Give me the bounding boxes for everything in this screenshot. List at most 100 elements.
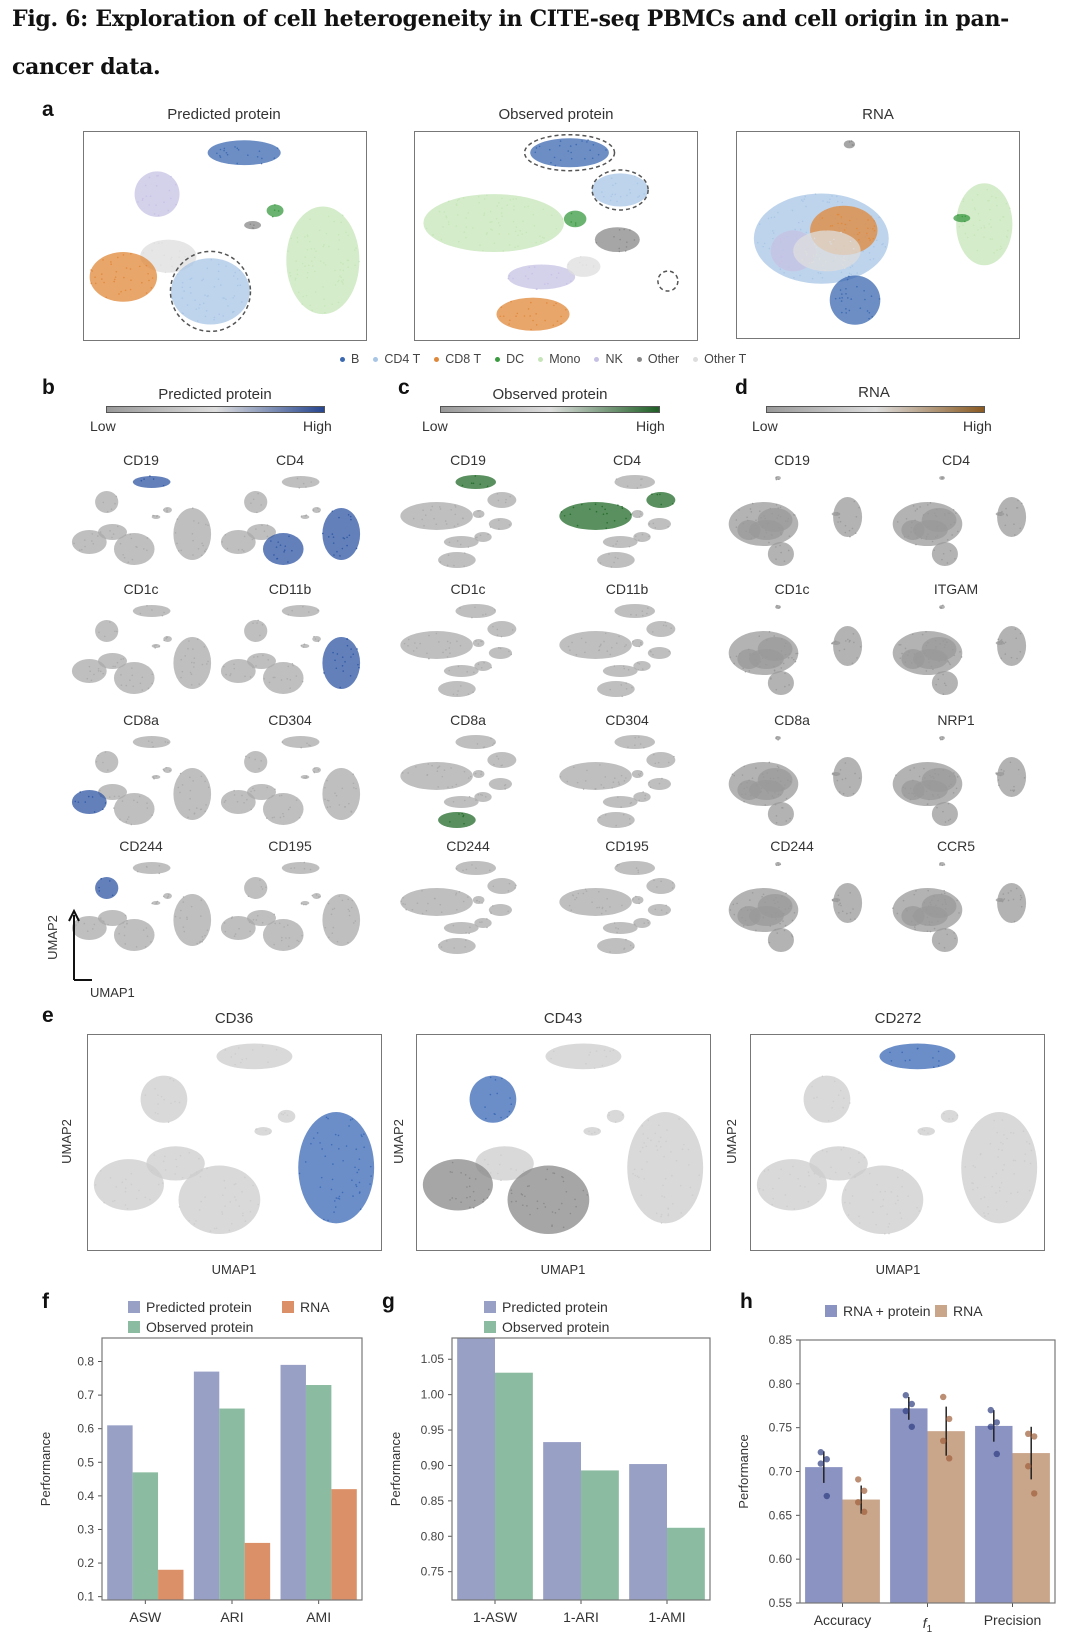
umap-point (551, 1211, 554, 1213)
umap-point (458, 813, 460, 815)
umap-point (348, 1125, 350, 1127)
umap-point (194, 299, 196, 301)
umap-point (291, 663, 294, 665)
umap-point (646, 1161, 648, 1163)
umap-point (496, 628, 499, 631)
umap-point (180, 676, 182, 679)
umap-point (844, 531, 847, 534)
umap-point (496, 634, 499, 637)
umap-point (139, 612, 142, 615)
umap-point (944, 821, 947, 823)
umap-point (478, 201, 480, 204)
umap-point (609, 1050, 611, 1052)
umap-cluster-othert (474, 532, 492, 542)
umap-point (778, 265, 781, 268)
umap-point (512, 277, 514, 280)
umap-point (641, 668, 644, 670)
umap-point (643, 922, 646, 924)
umap-point (139, 682, 142, 685)
umap-cluster-b (455, 604, 497, 618)
umap-point (1026, 1140, 1028, 1143)
umap-point (632, 640, 634, 643)
umap-cluster-b (281, 605, 320, 617)
umap-point (248, 756, 251, 759)
umap-point (109, 1177, 112, 1179)
umap-point (349, 675, 352, 677)
umap-point (947, 819, 950, 822)
umap-point (849, 219, 851, 222)
legend-label: NK (605, 352, 623, 366)
umap-point (467, 896, 469, 898)
umap-cluster-b (614, 735, 656, 749)
umap-point (876, 1183, 878, 1186)
mini-umap-b-cd8a (71, 736, 212, 826)
umap-point (838, 791, 841, 793)
umap-point (493, 242, 496, 245)
umap-point (256, 155, 259, 158)
umap-point (834, 640, 837, 642)
umap-point (477, 663, 480, 666)
legend-swatch (825, 1305, 837, 1317)
umap-point (934, 514, 937, 517)
umap-point (324, 798, 326, 801)
umap-point (618, 783, 621, 785)
umap-point (781, 807, 784, 809)
umap-point (357, 1168, 360, 1171)
mini-umap-c-cd1c (400, 604, 517, 697)
umap-point (831, 224, 834, 227)
umap-point (476, 899, 479, 902)
umap-point (867, 227, 869, 230)
umap-point (129, 268, 132, 270)
umap-point (511, 629, 514, 631)
panel-e-xlabel-1: UMAP1 (211, 1262, 257, 1277)
umap-point (1000, 514, 1002, 517)
umap-point (235, 1199, 237, 1201)
data-point (993, 1419, 1000, 1426)
umap-point (103, 1201, 106, 1204)
umap-point (513, 205, 515, 208)
umap-point (206, 267, 209, 270)
umap-point (562, 1180, 565, 1183)
mini-umap-d-cd8a (728, 736, 863, 826)
umap-point (634, 1174, 637, 1177)
data-point (940, 1393, 947, 1401)
umap-cluster-cd8 (438, 812, 476, 828)
umap-point (634, 175, 636, 178)
umap-point (131, 667, 133, 669)
umap-point (532, 213, 535, 216)
umap-point (943, 946, 946, 949)
umap-cluster-othert (146, 1146, 205, 1181)
umap-point (206, 1167, 208, 1170)
umap-point (162, 1160, 165, 1163)
umap-point (84, 801, 87, 803)
umap-point (449, 1199, 451, 1201)
umap-point (155, 902, 158, 904)
umap-point (247, 154, 249, 156)
umap-point (306, 271, 309, 274)
umap-point (640, 770, 643, 773)
umap-point (284, 545, 287, 547)
umap-point (304, 515, 307, 517)
umap-point (887, 1226, 890, 1228)
umap-point (107, 923, 109, 926)
umap-point (92, 542, 95, 545)
umap-point (124, 1187, 127, 1189)
umap-point (775, 737, 778, 740)
umap-point (641, 1168, 643, 1171)
umap-point (567, 263, 570, 266)
umap-point (112, 533, 115, 535)
umap-point (942, 736, 944, 739)
umap-point (844, 777, 847, 780)
umap-point (426, 652, 428, 655)
umap-point (332, 536, 335, 538)
umap-point (515, 198, 517, 200)
umap-point (346, 536, 348, 539)
umap-point (812, 255, 815, 257)
umap-point (325, 1116, 328, 1119)
umap-point (324, 926, 327, 929)
umap-point (115, 630, 118, 633)
panel-label-c: c (398, 376, 410, 399)
umap-point (415, 647, 418, 649)
umap-point (188, 1151, 191, 1154)
umap-cluster-othert (474, 918, 492, 928)
